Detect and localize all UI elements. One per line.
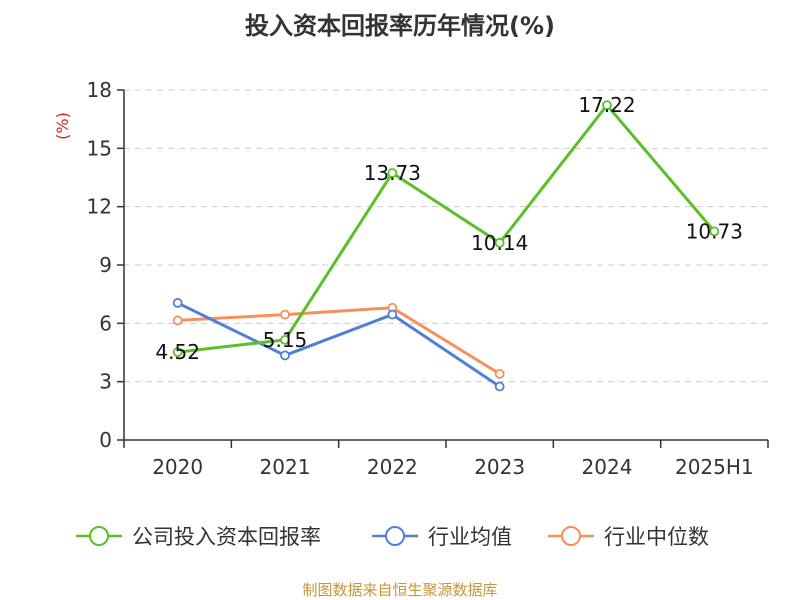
x-tick-label: 2025H1 — [675, 455, 754, 479]
data-point — [494, 368, 505, 379]
chart-title: 投入资本回报率历年情况(%) — [245, 12, 555, 40]
legend-label: 公司投入资本回报率 — [132, 525, 321, 549]
data-point — [494, 237, 505, 248]
x-tick-label: 2021 — [260, 455, 311, 479]
y-tick-label: 18 — [87, 78, 112, 102]
legend-item: 行业中位数 — [548, 525, 709, 549]
data-point — [280, 309, 290, 320]
data-point — [280, 334, 290, 345]
data-point — [280, 350, 290, 361]
y-tick-label: 6 — [99, 311, 112, 335]
data-point — [602, 100, 612, 111]
legend-item: 公司投入资本回报率 — [76, 525, 321, 549]
y-tick-label: 12 — [87, 195, 112, 219]
legend-marker — [561, 526, 581, 546]
source-note: 制图数据来自恒生聚源数据库 — [302, 581, 497, 599]
data-label: 10.73 — [686, 219, 743, 243]
y-tick-label: 3 — [99, 370, 112, 394]
legend: 公司投入资本回报率 行业均值 行业中位数 — [76, 525, 709, 549]
data-point — [387, 168, 398, 178]
legend-marker — [385, 526, 405, 546]
series-line-0 — [177, 103, 716, 354]
x-tick-label: 2023 — [474, 455, 525, 479]
data-point — [709, 226, 720, 237]
data-label: 17.22 — [578, 93, 635, 117]
y-tick-label: 15 — [87, 136, 112, 160]
legend-label: 行业中位数 — [604, 525, 709, 549]
legend-label: 行业均值 — [428, 525, 512, 549]
legend-item: 行业均值 — [372, 525, 512, 549]
x-tick-label: 2020 — [152, 455, 203, 479]
data-labels: 4.52 5.15 13.73 10.14 17.22 10.73 — [155, 93, 743, 364]
data-point — [172, 315, 183, 326]
axes: 0 3 6 9 12 15 18 2020 2021 2022 2023 2024 2025H1 — [87, 78, 769, 479]
data-label: 4.52 — [155, 340, 200, 364]
series-lines — [172, 100, 720, 392]
data-point — [387, 309, 398, 320]
data-point — [172, 298, 183, 308]
data-label: 5.15 — [263, 328, 308, 352]
data-label: 13.73 — [364, 161, 421, 185]
y-tick-label: 0 — [99, 428, 112, 452]
data-label: 10.14 — [471, 231, 528, 255]
data-point — [172, 347, 183, 358]
series-line-1 — [177, 301, 501, 388]
grid-lines — [124, 89, 768, 383]
y-tick-label: 9 — [99, 253, 112, 277]
y-axis-label: (%) — [53, 112, 72, 140]
data-point — [494, 381, 505, 392]
legend-marker — [89, 526, 109, 546]
x-tick-label: 2024 — [582, 455, 633, 479]
series-line-2 — [177, 306, 501, 376]
x-tick-label: 2022 — [367, 455, 418, 479]
